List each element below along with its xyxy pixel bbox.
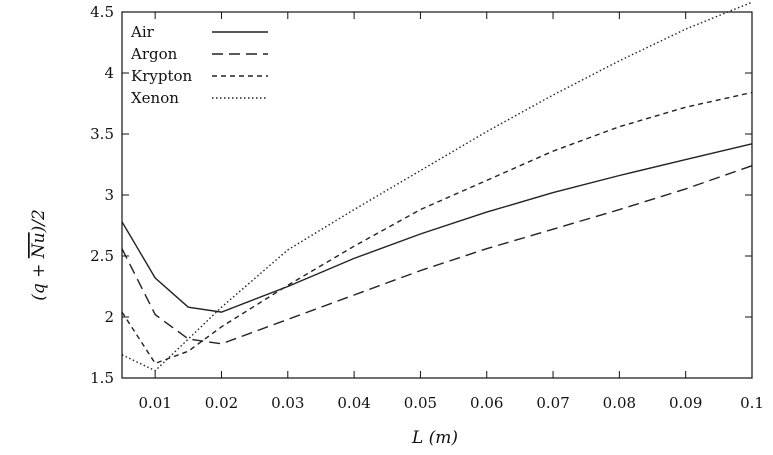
y-axis-ticks: 1.5 2 2.5 3 3.5 4 4.5 bbox=[90, 3, 752, 387]
legend: Air Argon Krypton Xenon bbox=[130, 23, 268, 107]
legend-label-krypton: Krypton bbox=[131, 67, 193, 85]
x-tick-label: 0.03 bbox=[271, 394, 304, 412]
series-lines bbox=[121, 1, 753, 372]
x-tick-label: 0.04 bbox=[337, 394, 370, 412]
y-tick-label: 3 bbox=[104, 186, 114, 204]
legend-label-argon: Argon bbox=[130, 45, 178, 63]
x-tick-label: 0.02 bbox=[205, 394, 238, 412]
y-tick-label: 2.5 bbox=[90, 247, 114, 265]
plot-frame bbox=[121, 11, 753, 379]
x-axis-label: L (m) bbox=[411, 428, 458, 448]
x-tick-label: 0.06 bbox=[470, 394, 503, 412]
series-line-krypton bbox=[121, 91, 753, 365]
x-axis-ticks: 0.01 0.02 0.03 0.04 0.05 0.06 0.07 0.08 0.09 0.1 bbox=[138, 12, 764, 412]
x-tick-label: 0.07 bbox=[536, 394, 569, 412]
series-line-argon bbox=[121, 165, 753, 345]
y-axis-label: (q + Nu)/2 bbox=[29, 209, 49, 301]
y-tick-label: 3.5 bbox=[90, 125, 114, 143]
series-line-air bbox=[121, 143, 753, 313]
svg-text:(q + Nu)/2: (q + Nu)/2 bbox=[29, 209, 49, 301]
y-tick-label: 4.5 bbox=[90, 3, 114, 21]
series-line-xenon bbox=[121, 1, 753, 372]
x-tick-label: 0.08 bbox=[603, 394, 636, 412]
x-tick-label: 0.01 bbox=[138, 394, 171, 412]
y-tick-label: 2 bbox=[104, 308, 114, 326]
y-tick-label: 1.5 bbox=[90, 369, 114, 387]
legend-label-air: Air bbox=[130, 23, 155, 41]
legend-label-xenon: Xenon bbox=[131, 89, 179, 107]
y-tick-label: 4 bbox=[104, 64, 114, 82]
x-tick-label: 0.09 bbox=[669, 394, 702, 412]
x-tick-label: 0.1 bbox=[740, 394, 764, 412]
x-tick-label: 0.05 bbox=[404, 394, 437, 412]
